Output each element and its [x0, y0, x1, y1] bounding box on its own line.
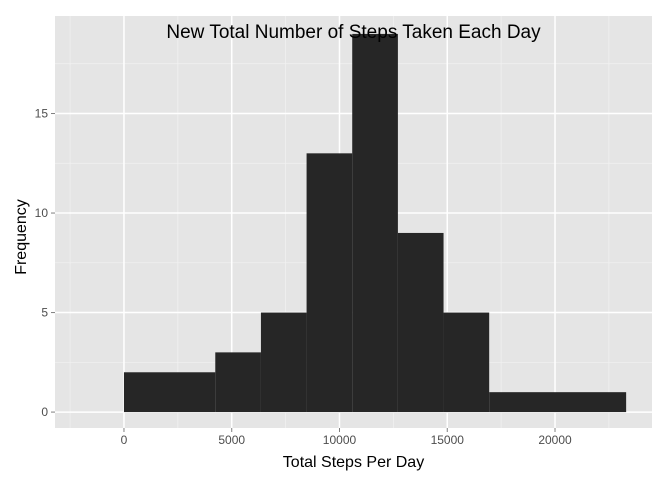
histogram-bar [215, 352, 261, 413]
x-axis-title: Total Steps Per Day [283, 454, 424, 471]
y-tick-label: 0 [41, 405, 48, 419]
histogram-bar [443, 312, 490, 413]
chart-title: New Total Number of Steps Taken Each Day [166, 22, 541, 43]
x-tick-label: 20000 [538, 433, 572, 447]
axis-ticks [51, 113, 556, 432]
x-tick-label: 15000 [431, 433, 465, 447]
x-tick-label: 5000 [218, 433, 245, 447]
histogram-bar [352, 33, 398, 413]
y-tick-label: 10 [35, 206, 49, 220]
histogram-bar [306, 153, 353, 413]
x-tick-label: 0 [121, 433, 128, 447]
histogram-bar [123, 372, 216, 413]
histogram-bar [397, 232, 444, 413]
histogram-bar [260, 312, 307, 413]
histogram-bars [123, 33, 627, 413]
x-tick-label: 10000 [323, 433, 357, 447]
y-tick-label: 5 [41, 306, 48, 320]
tick-labels: 0 5000 10000 15000 20000 0 5 10 15 [35, 107, 572, 447]
histogram-bar [489, 392, 627, 413]
y-tick-label: 15 [35, 107, 49, 121]
y-axis-title: Frequency [13, 199, 30, 275]
